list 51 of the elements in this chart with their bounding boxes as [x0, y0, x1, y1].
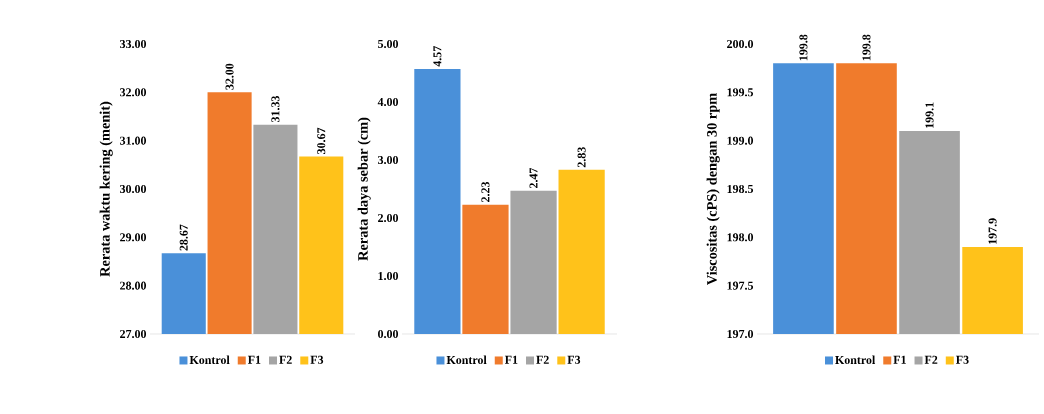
data-label: 30.67 [317, 127, 326, 154]
y-tick-label: 198.5 [727, 184, 754, 194]
legend-label: F3 [567, 355, 581, 364]
legend-label: Kontrol [189, 355, 230, 364]
y-tick-label: 197.5 [727, 281, 754, 290]
y-tick-label: 3.00 [378, 155, 399, 165]
y-tick-label: 198.0 [727, 233, 754, 242]
bar [510, 190, 557, 334]
y-tick-label: 32.00 [120, 88, 147, 97]
data-label: 199.8 [862, 34, 871, 61]
legend-label: Kontrol [446, 355, 487, 364]
y-axis-title: Viscositas (cPS) dengan 30 rpm [706, 93, 720, 286]
bar [558, 169, 605, 334]
legend-label: F1 [504, 355, 518, 364]
y-tick-label: 200.0 [727, 39, 754, 49]
y-tick-label: 197.0 [727, 329, 754, 339]
y-axis-title: Rerata waktu kering (menit) [99, 101, 113, 277]
y-tick-label: 33.00 [120, 39, 147, 49]
data-label: 28.67 [179, 224, 188, 251]
y-tick-label: 0.00 [378, 329, 399, 339]
y-tick-label: 199.0 [727, 136, 754, 145]
bar [414, 68, 461, 334]
data-label: 31.33 [271, 96, 280, 123]
legend-label: F2 [536, 355, 549, 364]
legend-label: F3 [955, 355, 969, 364]
data-label: 199.1 [925, 102, 934, 128]
legend-label: F3 [310, 355, 324, 364]
data-label: 2.47 [529, 167, 538, 189]
legend-label: F2 [279, 355, 292, 364]
y-tick-label: 30.00 [120, 184, 147, 194]
data-label: 2.23 [481, 181, 490, 202]
data-label: 199.8 [799, 34, 808, 61]
y-tick-label: 31.00 [120, 136, 147, 145]
y-tick-label: 5.00 [378, 39, 399, 49]
y-tick-label: 2.00 [378, 213, 399, 223]
y-axis-title: Rerata daya sebar (cm) [357, 117, 371, 261]
legend-label: F2 [924, 355, 938, 364]
y-tick-label: 1.00 [378, 271, 399, 281]
data-label: 197.9 [988, 218, 997, 244]
y-tick-label: 29.00 [120, 233, 147, 242]
data-label: 4.57 [433, 46, 442, 67]
y-tick-label: 199.5 [727, 88, 754, 97]
bar [462, 204, 509, 334]
data-label: 32.00 [225, 63, 234, 90]
y-tick-label: 27.00 [120, 329, 147, 339]
legend-label: F1 [247, 355, 261, 364]
y-tick-label: 4.00 [377, 97, 399, 107]
legend-label: Kontrol [835, 355, 876, 364]
y-tick-label: 28.00 [120, 281, 147, 290]
data-label: 2.83 [577, 147, 586, 168]
legend-label: F1 [893, 355, 906, 364]
